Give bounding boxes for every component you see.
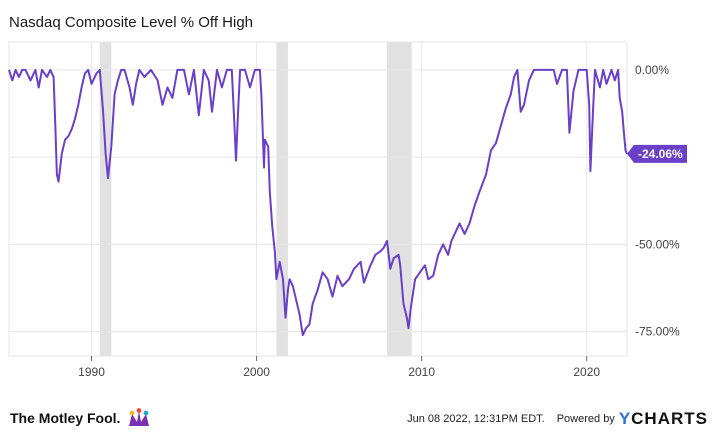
- ycharts-logo: YCHARTS: [618, 409, 708, 428]
- timestamp: Jun 08 2022, 12:31PM EDT.: [407, 413, 545, 425]
- last-value-badge: -24.06%: [627, 144, 687, 163]
- x-tick-label: 2020: [573, 365, 600, 379]
- y-tick-label: -50.00%: [635, 237, 680, 251]
- grid-lines: [8, 41, 628, 357]
- chart-title: Nasdaq Composite Level % Off High: [9, 14, 254, 31]
- recession-band: [276, 42, 288, 356]
- x-tick-label: 2010: [408, 365, 435, 379]
- recession-bands: [99, 42, 412, 356]
- x-tick-label: 1990: [78, 365, 105, 379]
- series-line: [8, 68, 628, 337]
- y-tick-label: -75.00%: [635, 325, 680, 339]
- y-axis: 0.00% -50.00% -75.00%: [635, 63, 680, 339]
- x-axis: 1990 2000 2010 2020: [78, 356, 600, 379]
- footer-info: Jun 08 2022, 12:31PM EDT. Powered by YCH…: [407, 409, 708, 429]
- brand-text: The Motley Fool.: [10, 410, 121, 426]
- recession-band: [99, 42, 112, 356]
- powered-by-label: Powered by: [556, 413, 615, 425]
- badge-shape: [627, 144, 687, 163]
- jester-hat-icon: [129, 408, 150, 426]
- badge-label: -24.06%: [638, 147, 683, 161]
- motley-fool-logo: The Motley Fool.: [10, 408, 152, 428]
- plot-border: [8, 41, 628, 357]
- x-tick-label: 2000: [243, 365, 270, 379]
- y-tick-label: 0.00%: [635, 63, 669, 77]
- recession-band: [386, 42, 412, 356]
